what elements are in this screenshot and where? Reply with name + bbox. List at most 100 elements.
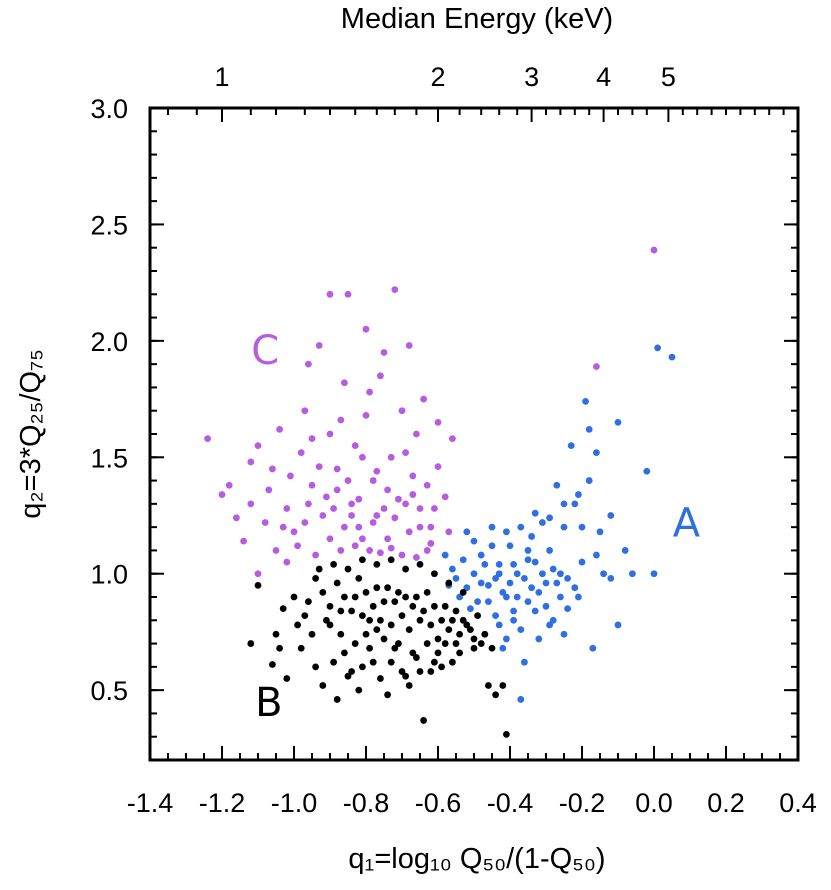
y-tick-label: 1.0 — [90, 560, 128, 590]
point-C — [398, 551, 406, 559]
point-A — [488, 542, 496, 550]
point-C — [398, 407, 406, 415]
point-B — [449, 658, 456, 666]
point-A — [535, 588, 543, 596]
point-A — [510, 561, 517, 568]
point-C — [391, 286, 399, 294]
point-A — [567, 442, 575, 450]
point-A — [539, 570, 546, 578]
point-B — [341, 593, 348, 601]
point-A — [560, 630, 568, 638]
point-C — [402, 449, 409, 457]
point-A — [510, 607, 517, 615]
point-C — [204, 435, 212, 443]
point-B — [477, 640, 485, 647]
point-B — [276, 644, 283, 652]
point-C — [247, 500, 255, 508]
point-B — [416, 668, 424, 675]
point-B — [377, 616, 384, 624]
point-B — [384, 584, 391, 592]
point-C — [297, 449, 305, 457]
point-C — [423, 481, 431, 489]
point-A — [531, 607, 539, 615]
point-A — [531, 509, 539, 517]
point-C — [405, 342, 413, 349]
point-B — [319, 682, 327, 689]
point-B — [272, 630, 280, 638]
point-C — [348, 512, 355, 519]
point-A — [499, 588, 507, 596]
point-A — [585, 425, 593, 433]
point-A — [553, 579, 561, 587]
top-tick-label: 5 — [661, 62, 676, 92]
plot-frame — [148, 106, 800, 762]
point-A — [488, 523, 496, 531]
point-A — [467, 605, 474, 613]
point-B — [294, 621, 301, 629]
point-A — [524, 556, 532, 564]
point-C — [434, 463, 442, 470]
point-B — [344, 672, 352, 680]
point-B — [431, 570, 438, 578]
point-B — [485, 682, 492, 689]
top-tick-labels: 1 2 3 4 5 — [214, 62, 675, 92]
point-B — [290, 593, 298, 601]
point-C — [416, 523, 424, 531]
point-B — [319, 588, 327, 596]
point-C — [449, 435, 456, 443]
point-A — [495, 570, 503, 578]
point-C — [312, 551, 319, 559]
point-A — [492, 612, 499, 620]
point-C — [319, 512, 327, 519]
point-C — [409, 491, 417, 498]
point-B — [359, 612, 366, 620]
point-B — [380, 635, 388, 643]
point-A — [517, 523, 525, 531]
point-C — [377, 372, 384, 380]
point-C — [373, 467, 381, 475]
point-A — [528, 584, 535, 592]
point-B — [351, 640, 359, 647]
point-B — [413, 654, 420, 661]
point-A — [560, 523, 568, 531]
point-C — [279, 523, 287, 531]
point-A — [506, 579, 514, 587]
y-tick-label: 2.5 — [90, 210, 128, 240]
point-B — [254, 581, 262, 589]
point-C — [427, 540, 435, 547]
point-A — [499, 644, 507, 652]
point-B — [398, 668, 406, 675]
point-A — [668, 353, 676, 361]
point-C — [377, 549, 384, 557]
point-B — [283, 675, 291, 682]
point-C — [337, 547, 345, 554]
point-C — [341, 523, 348, 531]
point-C — [384, 535, 391, 543]
point-C — [305, 360, 312, 368]
point-B — [470, 635, 478, 643]
point-B — [337, 607, 345, 615]
point-C — [434, 418, 442, 426]
x-tick-label: -1.4 — [127, 788, 174, 818]
x-tick-label: -1.2 — [199, 788, 246, 818]
point-A — [495, 561, 503, 568]
point-A — [441, 551, 449, 559]
point-C — [290, 528, 298, 536]
x-tick-label: -0.4 — [487, 788, 534, 818]
top-tick-label: 1 — [214, 62, 229, 92]
point-B — [384, 691, 391, 699]
point-A — [470, 537, 478, 545]
point-A — [506, 542, 514, 550]
point-C — [445, 528, 453, 536]
point-B — [431, 602, 438, 610]
point-B — [337, 630, 345, 638]
y-tick-label: 2.0 — [90, 327, 128, 357]
point-A — [629, 570, 636, 578]
point-B — [492, 691, 499, 699]
point-A — [452, 574, 460, 582]
point-C — [225, 481, 233, 489]
point-C — [272, 547, 280, 554]
point-B — [431, 658, 438, 666]
axis-ticks — [149, 107, 799, 761]
x-tick-label: 0.2 — [707, 788, 745, 818]
